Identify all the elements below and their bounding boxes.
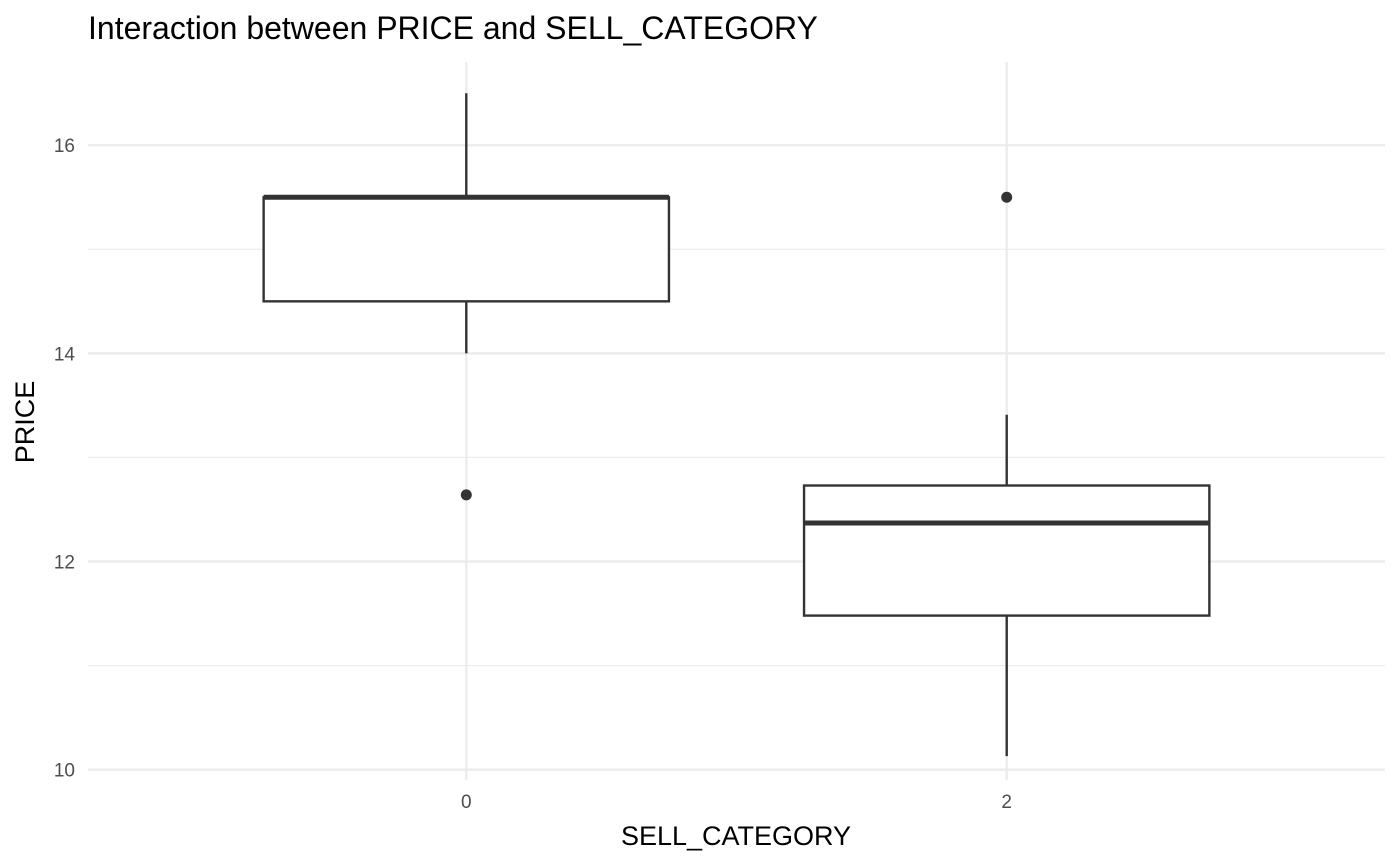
- box-layer: [262, 93, 1211, 757]
- x-tick-label: 0: [461, 792, 472, 813]
- tick-layer: 10 12 14 16 0 2: [54, 136, 1012, 813]
- y-tick-label: 16: [54, 136, 75, 157]
- box-group: [262, 93, 671, 501]
- x-tick-label: 2: [1001, 792, 1012, 813]
- y-tick-label: 14: [54, 344, 76, 365]
- x-axis-title: SELL_CATEGORY: [621, 821, 851, 851]
- y-axis-title: PRICE: [10, 381, 40, 464]
- y-tick-label: 10: [54, 761, 75, 782]
- outlier-point: [460, 489, 472, 501]
- chart-title: Interaction between PRICE and SELL_CATEG…: [88, 10, 818, 46]
- y-tick-label: 12: [54, 552, 75, 573]
- box-body: [802, 484, 1211, 617]
- box-group: [802, 191, 1211, 757]
- box-body: [262, 196, 671, 303]
- outlier-point: [1001, 191, 1013, 203]
- grid-layer: [88, 62, 1385, 780]
